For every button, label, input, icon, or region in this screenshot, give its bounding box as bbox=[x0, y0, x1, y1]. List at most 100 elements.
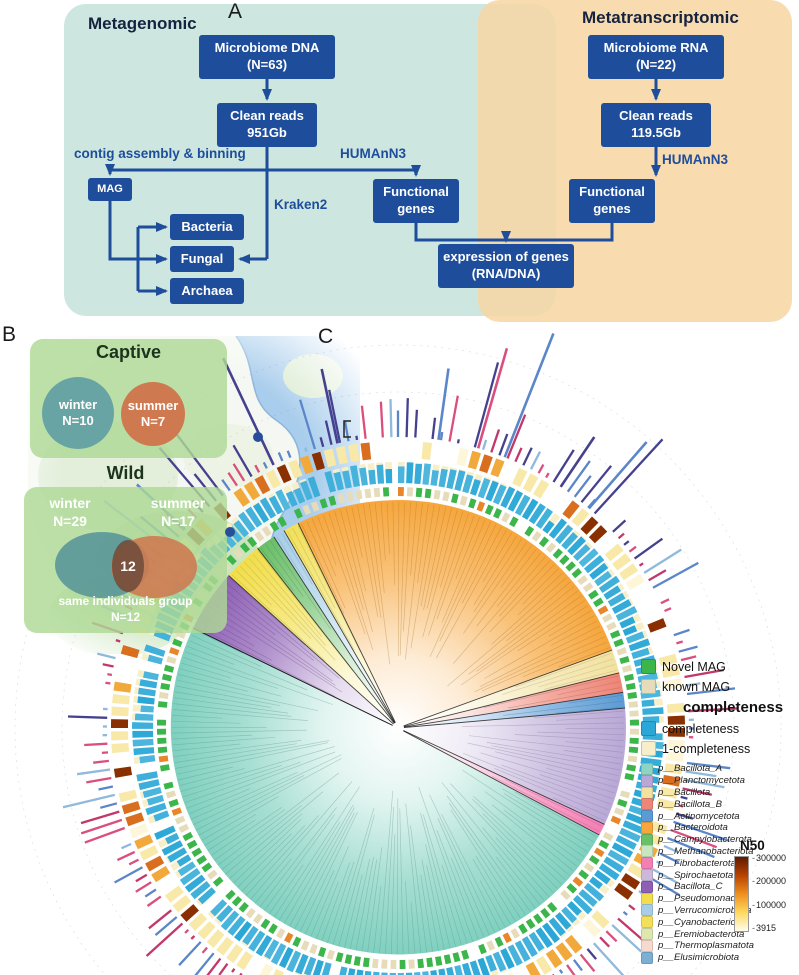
wild-venn: 12 bbox=[55, 532, 197, 598]
metagenomic-title: Metagenomic bbox=[88, 14, 197, 33]
wild-overlap-count: 12 bbox=[120, 558, 136, 574]
phylum-label: p__Fibrobacterota bbox=[658, 857, 736, 869]
captive-summer-circle: summer N=7 bbox=[121, 382, 185, 446]
one-minus-completeness-row: 1-completeness bbox=[641, 741, 799, 756]
humann3-right-label: HUMAnN3 bbox=[662, 152, 728, 167]
phylum-color-chip bbox=[641, 786, 653, 799]
known-mag-chip bbox=[641, 679, 656, 694]
wild-title: Wild bbox=[106, 463, 145, 483]
same-group-line1: same individuals group bbox=[58, 594, 193, 608]
archaea-node: Archaea bbox=[170, 278, 244, 304]
n50-body: 300000 200000 100000 3915 bbox=[734, 853, 786, 933]
bacteria-label: Bacteria bbox=[181, 218, 233, 234]
clean-reads-rna-line2: 119.5Gb bbox=[631, 125, 681, 140]
functional-genes-left-node: Functional genes bbox=[373, 179, 459, 223]
phylum-color-chip bbox=[641, 916, 653, 929]
completeness-chip bbox=[641, 721, 656, 736]
expression-line2: (RNA/DNA) bbox=[471, 266, 541, 281]
phylum-label: p__Bacillota bbox=[658, 786, 711, 798]
one-minus-completeness-label: 1-completeness bbox=[662, 741, 751, 756]
map-peninsula bbox=[283, 354, 343, 398]
panel-b-label: B bbox=[2, 323, 17, 346]
novel-mag-label: Novel MAG bbox=[662, 659, 726, 674]
phylum-legend-item: p__Pseudomonadota bbox=[641, 892, 799, 905]
functional-genes-left-line1: Functional bbox=[383, 184, 449, 200]
wild-winter-count: N=29 bbox=[53, 513, 87, 530]
n50-ticks: 300000 200000 100000 3915 bbox=[752, 853, 786, 933]
phylum-color-chip bbox=[641, 845, 653, 858]
microbiome-rna-node: Microbiome RNA (N=22) bbox=[588, 35, 724, 79]
contig-binning-label: contig assembly & binning bbox=[74, 146, 246, 161]
wild-summer-season: summer bbox=[150, 495, 206, 511]
bacteria-node: Bacteria bbox=[170, 214, 244, 240]
phylum-color-chip bbox=[641, 939, 653, 952]
functional-genes-right-node: Functional genes bbox=[569, 179, 655, 223]
tree-legend: Novel MAG known MAG completeness complet… bbox=[641, 659, 799, 964]
phylum-color-chip bbox=[641, 833, 653, 846]
known-mag-label: known MAG bbox=[662, 679, 731, 694]
scale-bracket bbox=[343, 420, 351, 438]
clean-reads-dna-line2: 951Gb bbox=[247, 125, 287, 140]
phylum-color-chip bbox=[641, 869, 653, 882]
functional-genes-left-line2: genes bbox=[397, 201, 435, 216]
phylum-legend: p__Bacillota_A p__Planctomycetota p__Bac… bbox=[641, 762, 799, 964]
clean-reads-dna-node: Clean reads 951Gb bbox=[217, 103, 317, 147]
phylum-color-chip bbox=[641, 880, 653, 893]
phylum-legend-item: p__Bacillota bbox=[641, 786, 799, 799]
captive-winter-circle: winter N=10 bbox=[42, 377, 114, 449]
sector-boundaries bbox=[192, 522, 626, 836]
phylum-legend-item: p__Bacillota_C bbox=[641, 880, 799, 893]
phylum-legend-item: p__Eremiobacterota bbox=[641, 928, 799, 941]
mag-label: MAG bbox=[97, 183, 123, 196]
wild-winter-label: winter N=29 bbox=[30, 494, 110, 530]
phylum-label: p__Cyanobacteriota bbox=[658, 916, 744, 928]
wild-overlap-ellipse bbox=[112, 540, 144, 592]
expression-line1: expression of genes bbox=[443, 249, 569, 265]
phylum-color-chip bbox=[641, 798, 653, 811]
one-minus-chip bbox=[641, 741, 656, 756]
sampling-site-dot-2 bbox=[225, 527, 235, 537]
clean-reads-dna-line1: Clean reads bbox=[230, 108, 304, 124]
phylum-label: p__Pseudomonadota bbox=[658, 893, 750, 905]
n50-tick: 300000 bbox=[752, 853, 786, 863]
phylum-legend-item: p__Cyanobacteriota bbox=[641, 916, 799, 929]
fungal-node: Fungal bbox=[170, 246, 234, 272]
microbiome-rna-line1: Microbiome RNA bbox=[603, 40, 709, 56]
microbiome-dna-line1: Microbiome DNA bbox=[214, 40, 320, 56]
phylum-color-chip bbox=[641, 951, 653, 964]
expression-node: expression of genes (RNA/DNA) bbox=[438, 244, 574, 288]
functional-genes-right-line1: Functional bbox=[579, 184, 645, 200]
known-mag-row: known MAG bbox=[641, 679, 799, 694]
phylum-legend-item: p__Spirochaetota bbox=[641, 869, 799, 882]
microbiome-rna-line2: (N=22) bbox=[635, 57, 677, 72]
phylum-color-chip bbox=[641, 904, 653, 917]
phylum-legend-item: p__Verrucomicrobiota bbox=[641, 904, 799, 917]
same-group-line2: N=12 bbox=[110, 609, 141, 624]
phylum-label: p__Actinomycetota bbox=[658, 810, 740, 822]
phylum-color-chip bbox=[641, 928, 653, 941]
phylum-legend-item: p__Actinomycetota bbox=[641, 810, 799, 823]
phylum-label: p__Eremiobacterota bbox=[658, 928, 745, 940]
captive-summer-count: N=7 bbox=[140, 414, 166, 429]
n50-title: N50 bbox=[740, 838, 765, 853]
n50-tick: 200000 bbox=[752, 876, 786, 886]
completeness-header: completeness bbox=[683, 699, 784, 716]
clean-reads-rna-line1: Clean reads bbox=[619, 108, 693, 124]
novel-mag-row: Novel MAG bbox=[641, 659, 799, 674]
captive-winter-season: winter bbox=[58, 396, 98, 412]
archaea-label: Archaea bbox=[181, 282, 233, 298]
tree-branches bbox=[171, 501, 625, 955]
phylum-color-chip bbox=[641, 857, 653, 870]
phylum-color-chip bbox=[641, 821, 653, 834]
n50-legend: N50 300000 200000 100000 3915 bbox=[734, 838, 786, 933]
flowchart-arrows bbox=[105, 79, 661, 296]
n50-tick: 3915 bbox=[752, 923, 786, 933]
phylum-label: p__Methanobacteriota bbox=[658, 845, 754, 857]
phylum-label: p__Bacillota_C bbox=[658, 881, 723, 893]
phylum-legend-item: p__Bacteroidota bbox=[641, 821, 799, 834]
novel-mag-chip bbox=[641, 659, 656, 674]
microbiome-dna-line2: (N=63) bbox=[246, 57, 288, 72]
captive-winter-count: N=10 bbox=[62, 413, 94, 428]
phylum-legend-item: p__Methanobacteriota bbox=[641, 845, 799, 858]
